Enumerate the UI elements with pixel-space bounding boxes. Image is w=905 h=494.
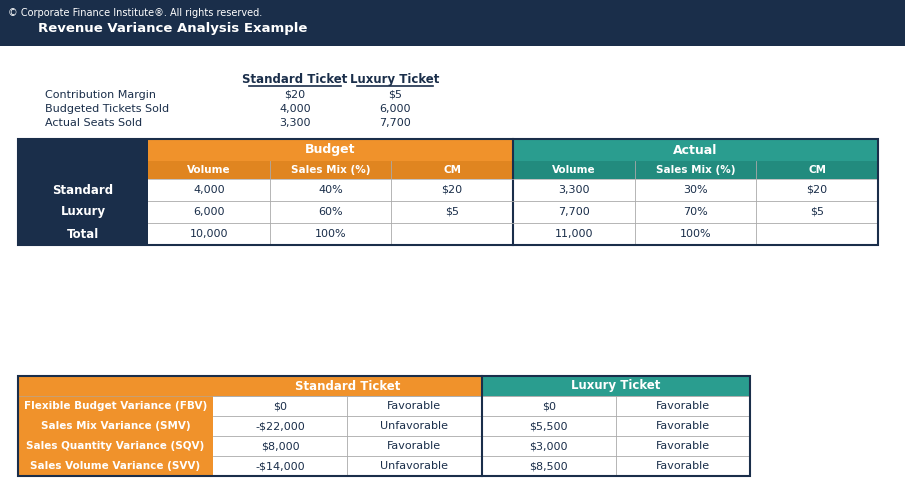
Text: Luxury Ticket: Luxury Ticket [571, 379, 661, 393]
Text: Actual Seats Sold: Actual Seats Sold [45, 118, 142, 128]
Bar [148, 139, 513, 161]
Text: 6,000: 6,000 [193, 207, 224, 217]
Text: 60%: 60% [319, 207, 343, 217]
Text: Favorable: Favorable [656, 401, 710, 411]
Text: $3,000: $3,000 [529, 441, 567, 451]
Text: $0: $0 [541, 401, 556, 411]
Bar [148, 201, 878, 223]
Bar [148, 161, 513, 179]
Bar [481, 376, 750, 396]
Bar [513, 161, 878, 179]
Text: 11,000: 11,000 [555, 229, 593, 239]
Text: Budget: Budget [305, 143, 356, 157]
Text: $20: $20 [806, 185, 828, 195]
Text: © Corporate Finance Institute®. All rights reserved.: © Corporate Finance Institute®. All righ… [8, 8, 262, 18]
Text: Actual: Actual [673, 143, 718, 157]
Text: 40%: 40% [319, 185, 343, 195]
Text: Favorable: Favorable [387, 441, 442, 451]
Bar [0, 0, 905, 46]
Text: 100%: 100% [315, 229, 347, 239]
Text: $20: $20 [442, 185, 462, 195]
Text: 10,000: 10,000 [189, 229, 228, 239]
Text: Revenue Variance Analysis Example: Revenue Variance Analysis Example [38, 23, 308, 36]
Bar [513, 161, 878, 179]
Bar [213, 416, 750, 436]
Text: Flexible Budget Variance (FBV): Flexible Budget Variance (FBV) [24, 401, 207, 411]
Text: Volume: Volume [187, 165, 231, 175]
Text: Sales Mix (%): Sales Mix (%) [291, 165, 370, 175]
Bar [513, 139, 878, 161]
Text: $5: $5 [445, 207, 459, 217]
Text: 7,700: 7,700 [379, 118, 411, 128]
Text: Luxury Ticket: Luxury Ticket [350, 74, 440, 86]
Text: 100%: 100% [680, 229, 711, 239]
Bar [213, 436, 750, 456]
Text: Contribution Margin: Contribution Margin [45, 90, 156, 100]
Text: CM: CM [443, 165, 462, 175]
Text: 4,000: 4,000 [279, 104, 310, 114]
Bar [148, 223, 878, 245]
Text: $5,500: $5,500 [529, 421, 567, 431]
Text: $8,500: $8,500 [529, 461, 568, 471]
Text: Unfavorable: Unfavorable [380, 461, 448, 471]
Text: Luxury: Luxury [61, 206, 106, 218]
Text: Total: Total [67, 228, 100, 241]
Bar [18, 376, 750, 476]
Text: Volume: Volume [552, 165, 595, 175]
Text: Standard Ticket: Standard Ticket [243, 74, 348, 86]
Text: $5: $5 [388, 90, 402, 100]
Bar [148, 179, 878, 201]
Text: Sales Quantity Variance (SQV): Sales Quantity Variance (SQV) [26, 441, 205, 451]
Text: Favorable: Favorable [387, 401, 442, 411]
Text: $20: $20 [284, 90, 306, 100]
Bar [18, 139, 148, 245]
Text: CM: CM [808, 165, 826, 175]
Text: -$22,000: -$22,000 [255, 421, 305, 431]
Text: Favorable: Favorable [656, 461, 710, 471]
Text: Unfavorable: Unfavorable [380, 421, 448, 431]
Text: 7,700: 7,700 [558, 207, 590, 217]
Bar [213, 396, 750, 416]
Bar [148, 161, 513, 179]
Text: 3,300: 3,300 [280, 118, 310, 128]
Text: -$14,000: -$14,000 [255, 461, 305, 471]
Text: 6,000: 6,000 [379, 104, 411, 114]
Text: $8,000: $8,000 [261, 441, 300, 451]
Bar [18, 376, 213, 476]
Text: 70%: 70% [683, 207, 708, 217]
Text: 3,300: 3,300 [558, 185, 589, 195]
Text: $5: $5 [810, 207, 824, 217]
Text: Favorable: Favorable [656, 441, 710, 451]
Text: $0: $0 [273, 401, 287, 411]
Text: Sales Mix (%): Sales Mix (%) [656, 165, 735, 175]
Bar [213, 376, 481, 396]
Bar [213, 456, 750, 476]
Text: 30%: 30% [683, 185, 708, 195]
Text: 4,000: 4,000 [193, 185, 224, 195]
Text: Sales Mix Variance (SMV): Sales Mix Variance (SMV) [41, 421, 190, 431]
Bar [18, 139, 878, 245]
Text: Sales Volume Variance (SVV): Sales Volume Variance (SVV) [31, 461, 201, 471]
Text: Standard: Standard [52, 183, 113, 197]
Text: Budgeted Tickets Sold: Budgeted Tickets Sold [45, 104, 169, 114]
Text: Favorable: Favorable [656, 421, 710, 431]
Text: Standard Ticket: Standard Ticket [294, 379, 400, 393]
